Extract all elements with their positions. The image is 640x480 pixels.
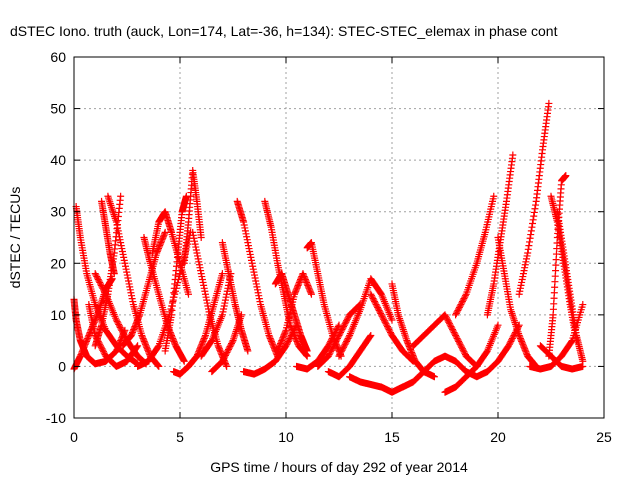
x-tick-label: 0 [70, 429, 78, 445]
satellite-arc [180, 166, 205, 267]
satellite-arc [271, 270, 311, 355]
x-tick-label: 10 [278, 429, 294, 445]
satellite-arc [274, 270, 315, 355]
satellite-arc [553, 208, 587, 365]
y-tick-label: 20 [50, 255, 66, 271]
arc-markers [91, 192, 125, 350]
x-tick-label: 5 [176, 429, 184, 445]
y-axis-label: dSTEC / TECUs [7, 187, 23, 289]
chart-title: dSTEC Iono. truth (auck, Lon=174, Lat=-3… [10, 23, 558, 39]
satellite-arc [161, 192, 190, 355]
satellite-arc [462, 321, 523, 381]
arc-markers [197, 270, 235, 360]
x-tick-label: 20 [490, 429, 506, 445]
satellite-arc [218, 239, 252, 355]
arc-markers [161, 192, 190, 355]
arc-markers [180, 166, 205, 267]
satellite-arc [233, 197, 282, 360]
arc-markers [271, 270, 311, 355]
y-tick-label: 40 [50, 152, 66, 168]
y-tick-label: 30 [50, 204, 66, 220]
satellite-arc [483, 151, 517, 319]
arc-markers [314, 301, 364, 370]
arc-markers [274, 270, 315, 355]
satellite-arc [91, 192, 125, 350]
arc-markers [324, 331, 375, 381]
arc-markers [515, 99, 553, 298]
y-tick-label: 50 [50, 101, 66, 117]
arc-markers [346, 373, 407, 396]
y-tick-label: 0 [58, 358, 66, 374]
satellite-arc [452, 192, 498, 319]
arc-markers [483, 151, 517, 319]
satellite-arc [170, 270, 226, 378]
arc-markers [553, 208, 587, 365]
x-axis-label: GPS time / hours of day 292 of year 2014 [210, 459, 468, 475]
satellite-arc [324, 331, 375, 381]
y-tick-label: -10 [46, 410, 66, 426]
satellite-arc [409, 311, 481, 370]
arc-markers [536, 342, 587, 373]
y-tick-label: 60 [50, 49, 66, 65]
satellite-arc [104, 192, 163, 370]
arc-markers [335, 275, 396, 360]
axis-ticks [73, 56, 605, 419]
x-tick-label: 15 [384, 429, 400, 445]
satellite-arc [494, 234, 540, 370]
plot-frame [73, 56, 605, 419]
satellite-arc [314, 301, 364, 370]
x-tick-labels: 0 5 10 15 20 25 [70, 429, 612, 445]
arc-markers [218, 239, 252, 355]
arc-markers [462, 321, 523, 381]
satellite-arc [293, 321, 343, 373]
satellite-arc [526, 301, 587, 373]
arc-markers [367, 290, 417, 365]
satellite-arc [140, 234, 188, 365]
y-tick-label: 10 [50, 307, 66, 323]
satellite-arc [148, 208, 192, 298]
satellite-arc [515, 99, 553, 298]
arc-markers [148, 208, 192, 298]
x-tick-label: 25 [596, 429, 612, 445]
data-layer [70, 99, 587, 396]
arc-markers [170, 270, 226, 378]
arc-markers [233, 197, 282, 360]
arc-markers [399, 352, 470, 391]
satellite-arc [536, 342, 587, 373]
arc-markers [104, 192, 163, 370]
arc-markers [293, 321, 343, 373]
satellite-arc [335, 275, 396, 360]
arc-markers [452, 192, 498, 319]
arc-markers [119, 228, 169, 350]
arc-markers [526, 301, 587, 373]
satellite-arc [346, 373, 407, 396]
satellite-arc [197, 270, 235, 360]
satellite-arc [399, 352, 470, 391]
y-tick-labels: -10 0 10 20 30 40 50 60 [46, 49, 66, 426]
arc-markers [409, 311, 481, 370]
satellite-arc [119, 228, 169, 350]
arc-markers [494, 234, 540, 370]
satellite-arc [367, 290, 417, 365]
arc-markers [140, 234, 188, 365]
